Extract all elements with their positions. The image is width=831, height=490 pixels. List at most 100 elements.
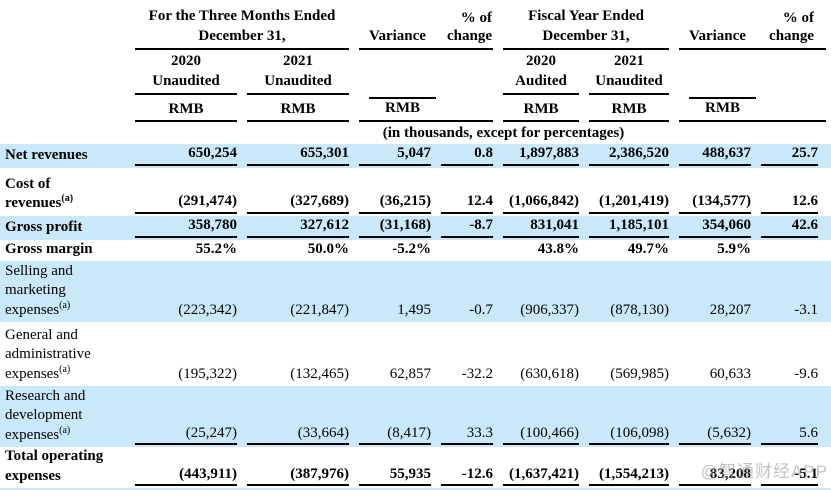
quarter-group-line2: December 31,	[198, 27, 286, 44]
row-label: Selling and marketing expenses(a)	[0, 261, 130, 323]
value-cell	[436, 240, 498, 262]
fiscal-group-header: Fiscal Year Ended December 31,	[498, 6, 674, 52]
table-row-gross-profit: Gross profit 358,780 327,612 (31,168) -8…	[0, 215, 831, 240]
value-cell: 358,780	[130, 215, 242, 240]
value-cell: (195,322)	[178, 365, 237, 382]
value-cell: 327,612	[242, 215, 354, 240]
value-cell: 33.3	[436, 386, 499, 448]
value-cell: 49.7%	[627, 240, 670, 257]
value-cell: (8,417)	[354, 386, 436, 448]
footnote-marker: (a)	[59, 363, 71, 375]
value-cell: (223,342)	[130, 261, 242, 323]
value-cell: 0.8	[436, 144, 499, 168]
value-cell: -12.6	[436, 447, 498, 488]
rmb-label-q2021: RMB	[242, 97, 354, 124]
value-cell: 488,637	[674, 144, 757, 168]
row-label: Cost of revenues(a)	[5, 175, 74, 212]
value-cell: 650,254	[130, 144, 242, 168]
row-label: General and administrative expenses(a)	[5, 326, 91, 382]
value-cell: 354,060	[674, 215, 757, 240]
value-cell: (1,066,842)	[498, 168, 584, 216]
value-cell: -3.1	[756, 261, 831, 323]
rmb-label-q2020: RMB	[130, 97, 242, 124]
row-label: Net revenues	[0, 144, 130, 168]
row-label: Gross margin	[5, 240, 93, 257]
value-cell: (327,689)	[242, 168, 354, 216]
value-cell: -5.2%	[392, 240, 431, 257]
fiscal-variance-header: Variance % of change	[674, 6, 831, 52]
table-row-research-development-expenses: Research and development expenses(a) (25…	[0, 386, 831, 448]
value-cell: 1,495	[354, 261, 436, 323]
value-cell: -5.1	[756, 447, 831, 488]
variance-label: Variance	[689, 28, 746, 45]
quarter-group-header: For the Three Months Ended December 31,	[130, 6, 354, 52]
value-cell: (569,985)	[610, 365, 670, 382]
col-header-fy2020: 2020 Audited	[498, 52, 584, 97]
value-cell: (221,847)	[242, 261, 354, 323]
footnote-marker: (a)	[59, 424, 71, 436]
rmb-label-fy-variance: RMB	[674, 97, 831, 124]
value-cell: 5.9%	[717, 240, 752, 257]
value-cell: 831,041	[498, 215, 585, 240]
header-spacer	[0, 6, 130, 52]
value-cell: (31,168)	[354, 215, 436, 240]
table-row-general-administrative-expenses: General and administrative expenses(a) (…	[0, 322, 831, 386]
value-cell: 60,633	[709, 365, 752, 382]
value-cell: (1,554,213)	[584, 447, 674, 488]
value-cell: -9.6	[794, 365, 819, 382]
footnote-marker: (a)	[61, 193, 74, 205]
col-header-q2021: 2021 Unaudited	[242, 52, 354, 97]
value-cell: (878,130)	[584, 261, 675, 323]
value-cell: 25.7	[756, 144, 831, 168]
value-cell: (443,911)	[130, 447, 242, 488]
value-cell: 42.6	[756, 215, 831, 240]
value-cell	[756, 240, 831, 262]
value-cell: -32.2	[461, 365, 494, 382]
value-cell: (134,577)	[674, 168, 756, 216]
col-header-fy2021: 2021 Unaudited	[584, 52, 674, 97]
value-cell: 2,386,520	[584, 144, 675, 168]
value-cell: (36,215)	[354, 168, 436, 216]
table-row-selling-marketing-expenses: Selling and marketing expenses(a) (223,3…	[0, 261, 831, 323]
units-note: (in thousands, except for percentages)	[382, 125, 625, 141]
value-cell: (106,098)	[584, 386, 675, 448]
value-cell: 28,207	[674, 261, 757, 323]
value-cell: (5,632)	[674, 386, 757, 448]
value-cell: (387,976)	[242, 447, 354, 488]
pct-change-label: % of change	[447, 9, 493, 45]
value-cell: 5,047	[354, 144, 436, 168]
header-row-currency: RMB RMB RMB RMB RMB RMB	[0, 97, 831, 124]
fiscal-group-line1: Fiscal Year Ended	[528, 8, 644, 24]
table-row-gross-margin: Gross margin 55.2% 50.0% -5.2% 43.8% 49.…	[0, 240, 831, 262]
value-cell: 12.4	[436, 168, 498, 216]
variance-label: Variance	[369, 28, 426, 45]
rmb-label-fy2020: RMB	[498, 97, 584, 124]
quarter-group-line1: For the Three Months Ended	[148, 8, 336, 24]
row-label: Research and development expenses(a)	[0, 386, 130, 448]
footnote-marker: (a)	[59, 299, 71, 311]
value-cell: (906,337)	[498, 261, 585, 323]
row-label: Gross profit	[0, 215, 130, 240]
fiscal-group-line2: December 31,	[542, 27, 630, 44]
value-cell: 43.8%	[537, 240, 580, 257]
value-cell: (100,466)	[498, 386, 585, 448]
value-cell: 12.6	[756, 168, 831, 216]
value-cell: 50.0%	[307, 240, 349, 257]
rmb-label-q-variance: RMB	[354, 97, 498, 124]
table-row-total-operating-expenses: Total operating expenses (443,911) (387,…	[0, 447, 831, 488]
value-cell: -8.7	[436, 215, 499, 240]
income-statement-table: For the Three Months Ended December 31, …	[0, 6, 831, 490]
header-row-note: (in thousands, except for percentages)	[0, 124, 831, 144]
value-cell: (1,637,421)	[498, 447, 584, 488]
row-label: Total operating expenses	[5, 448, 104, 484]
table-row-net-revenues: Net revenues 650,254 655,301 5,047 0.8 1…	[0, 144, 831, 168]
pct-change-label: % of change	[769, 9, 815, 45]
value-cell: (291,474)	[130, 168, 242, 216]
table-row-cost-of-revenues: Cost of revenues(a) (291,474) (327,689) …	[0, 168, 831, 216]
value-cell: (33,664)	[242, 386, 354, 448]
rmb-label-fy2021: RMB	[584, 97, 674, 124]
header-row-periods: For the Three Months Ended December 31, …	[0, 6, 831, 52]
quarter-variance-header: Variance % of change	[354, 6, 498, 52]
value-cell: (132,465)	[290, 365, 349, 382]
